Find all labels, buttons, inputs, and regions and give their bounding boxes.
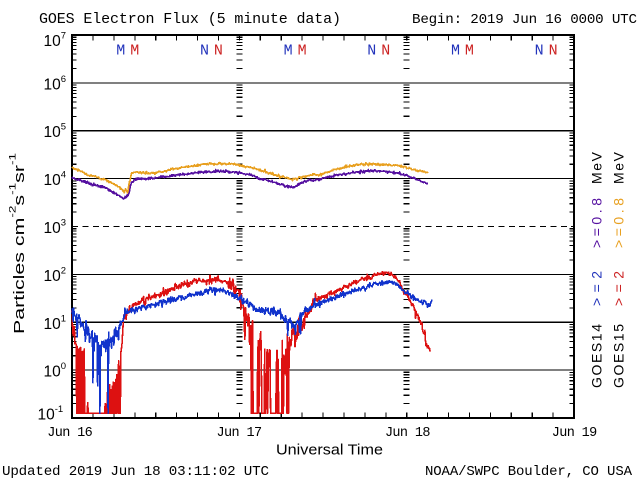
svg-text:10-1: 10-1 — [38, 404, 64, 424]
svg-text:N: N — [367, 43, 376, 60]
svg-text:102: 102 — [44, 265, 67, 285]
svg-text:100: 100 — [44, 361, 67, 381]
svg-text:M: M — [465, 43, 474, 60]
svg-text:M: M — [298, 43, 307, 60]
svg-text:M: M — [130, 43, 139, 60]
svg-text:M: M — [116, 43, 125, 60]
svg-text:MeV: MeV — [611, 151, 627, 184]
svg-text:Begin: 2019 Jun 16 0000 UTC: Begin: 2019 Jun 16 0000 UTC — [412, 12, 637, 28]
svg-text:GOES Electron Flux (5 minute d: GOES Electron Flux (5 minute data) — [39, 11, 341, 28]
svg-text:GOES14: GOES14 — [589, 324, 605, 388]
svg-text:N: N — [214, 43, 223, 60]
svg-text:Universal Time: Universal Time — [276, 442, 383, 459]
svg-text:Jun 18: Jun 18 — [385, 426, 431, 441]
svg-text:Jun 17: Jun 17 — [217, 426, 262, 441]
svg-text:Jun 19: Jun 19 — [552, 426, 598, 441]
svg-text:>=2: >=2 — [589, 271, 605, 306]
svg-text:101: 101 — [44, 313, 67, 333]
svg-text:GOES15: GOES15 — [611, 324, 627, 388]
svg-text:Updated 2019 Jun 18 03:11:02 U: Updated 2019 Jun 18 03:11:02 UTC — [2, 464, 269, 480]
svg-text:103: 103 — [44, 218, 67, 238]
svg-text:105: 105 — [44, 122, 67, 142]
svg-text:MeV: MeV — [589, 151, 605, 184]
svg-text:M: M — [284, 43, 293, 60]
svg-text:NOAA/SWPC Boulder, CO USA: NOAA/SWPC Boulder, CO USA — [425, 464, 633, 480]
svg-text:>=0.8: >=0.8 — [611, 198, 627, 248]
svg-text:106: 106 — [44, 74, 67, 94]
svg-text:104: 104 — [44, 170, 67, 190]
svg-text:M: M — [451, 43, 460, 60]
svg-text:Jun 16: Jun 16 — [47, 426, 93, 441]
svg-text:N: N — [381, 43, 390, 60]
svg-text:N: N — [549, 43, 558, 60]
svg-text:Particles cm-2s-1sr-1: Particles cm-2s-1sr-1 — [8, 153, 29, 334]
svg-text:>=0.8: >=0.8 — [589, 198, 605, 248]
svg-text:>=2: >=2 — [611, 271, 627, 306]
svg-text:107: 107 — [44, 31, 67, 51]
svg-text:N: N — [200, 43, 209, 60]
svg-text:N: N — [535, 43, 544, 60]
